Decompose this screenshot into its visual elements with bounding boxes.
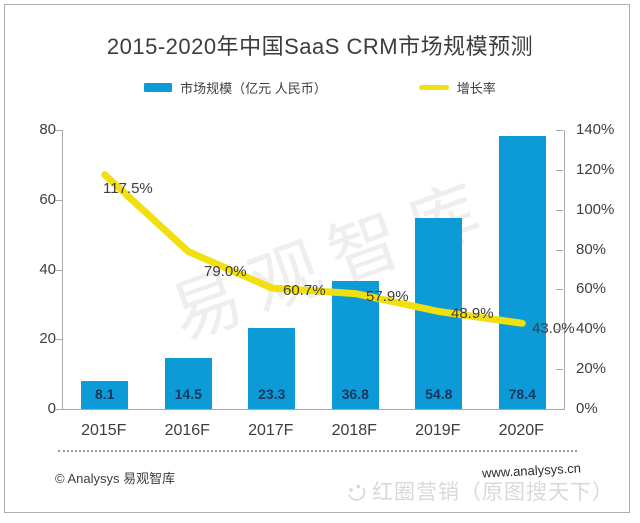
bar-value-label: 14.5: [174, 386, 202, 402]
x-axis-label-2017F: 2017F: [248, 422, 294, 439]
bar-value-label: 8.1: [95, 386, 115, 402]
bar-value-label: 36.8: [341, 386, 369, 402]
growth-line-path: [101, 171, 526, 327]
footer-divider: [58, 450, 577, 452]
bar-series-label: 市场规模（亿元 人民币）: [180, 81, 327, 96]
bar-value-label: 23.3: [258, 386, 286, 402]
line-series-label: 增长率: [456, 81, 496, 96]
bar-2018F: [331, 280, 379, 409]
right-axis-tick-label: 100%: [576, 200, 615, 218]
left-axis-tick-label: 40: [39, 260, 56, 278]
right-axis-tick-label: 60%: [576, 280, 607, 298]
bar-2020F: [498, 135, 546, 409]
right-axis-tick: [556, 369, 563, 371]
left-axis-tick: [55, 199, 62, 201]
x-axis-label-2016F: 2016F: [164, 422, 210, 439]
legend-item-growth-rate: 增长率: [418, 78, 496, 97]
x-axis-label-2015F: 2015F: [81, 422, 127, 439]
growth-point-label: 48.9%: [451, 305, 494, 322]
right-axis-tick-label: 140%: [576, 121, 615, 138]
left-axis-tick: [55, 409, 62, 410]
bar-value-label: 54.8: [425, 386, 453, 402]
left-axis-tick: [55, 269, 62, 271]
chart-title: 2015-2020年中国SaaS CRM市场规模预测: [106, 34, 534, 59]
bar-series-swatch: [144, 83, 173, 92]
right-axis-tick: [556, 249, 563, 251]
watermark-hongquan: 红圈营销（原图搜天下）: [344, 476, 614, 506]
right-axis-tick-label: 0%: [576, 400, 598, 417]
bar-2017F: [248, 327, 296, 409]
legend: 市场规模（亿元 人民币） 增长率: [0, 78, 640, 97]
left-axis-tick-label: 20: [39, 330, 56, 348]
watermark-hongquan-text: 红圈营销（原图搜天下）: [372, 481, 614, 504]
smiley-icon: [348, 484, 366, 501]
plot-area: 8.1 14.5 23.3 36.8 54.8 78.4 117.5% 79.0% 60.7% 5…: [62, 130, 575, 410]
legend-item-market-size: 市场规模（亿元 人民币）: [144, 78, 327, 97]
line-series-swatch: [418, 85, 449, 90]
right-axis-tick: [556, 329, 563, 331]
right-axis-tick-label: 120%: [576, 160, 615, 178]
growth-point-label: 117.5%: [103, 180, 153, 197]
right-axis-tick: [556, 130, 563, 131]
right-axis-tick: [556, 209, 563, 211]
right-axis-tick: [556, 169, 563, 171]
x-axis-label-2018F: 2018F: [331, 422, 377, 439]
right-axis-tick-label: 40%: [576, 320, 607, 338]
left-axis-tick-label: 0: [47, 400, 56, 417]
growth-point-label: 60.7%: [283, 282, 326, 299]
x-axis-label-2019F: 2019F: [415, 422, 461, 439]
bar-2016F: [164, 358, 212, 409]
growth-line: [101, 171, 526, 327]
growth-point-label: 43.0%: [532, 320, 575, 337]
x-axis-label-2020F: 2020F: [498, 422, 544, 439]
right-axis-tick: [556, 409, 563, 410]
copyright-text: © Analysys 易观智库: [55, 471, 176, 486]
bar-2015F: [81, 380, 129, 409]
right-axis-tick-label: 20%: [576, 360, 607, 378]
left-axis-tick-label: 80: [39, 121, 56, 138]
right-axis-tick: [556, 289, 563, 291]
growth-point-label: 57.9%: [366, 288, 409, 305]
right-axis-tick-label: 80%: [576, 240, 607, 258]
growth-point-label: 79.0%: [204, 263, 247, 280]
left-axis-tick: [55, 130, 62, 131]
left-axis-tick: [55, 339, 62, 341]
bar-value-label: 78.4: [508, 386, 536, 402]
left-axis-tick-label: 60: [39, 190, 56, 208]
